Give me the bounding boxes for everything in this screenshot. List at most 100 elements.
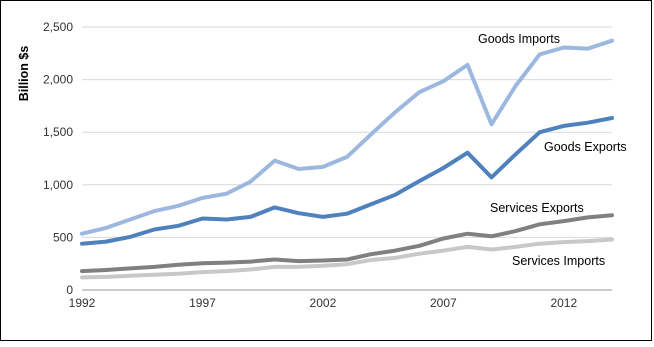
data-point [562, 46, 566, 50]
data-point [321, 165, 325, 169]
series-label: Services Imports [512, 254, 605, 268]
data-point [80, 269, 84, 273]
data-point [465, 232, 469, 236]
data-point [152, 209, 156, 213]
data-point [538, 130, 542, 134]
data-point [610, 116, 614, 120]
data-point [417, 252, 421, 256]
data-point [200, 216, 204, 220]
line-chart: 0 500 1,000 1,500 2,000 2,500 1992 1997 2002 200… [17, 20, 627, 310]
series-line-services-exports [80, 213, 614, 274]
data-point [321, 259, 325, 263]
data-point [514, 245, 518, 249]
data-point [465, 245, 469, 249]
data-point [152, 265, 156, 269]
series-line-services-imports [80, 237, 614, 280]
data-point [225, 192, 229, 196]
data-point [586, 121, 590, 125]
series-labels: Goods Imports Goods Exports Services Expor… [478, 32, 627, 268]
data-point [273, 257, 277, 261]
x-tick-label: 2012 [550, 296, 577, 310]
data-point [562, 124, 566, 128]
data-point [321, 215, 325, 219]
data-point [562, 219, 566, 223]
data-point [441, 236, 445, 240]
y-tick-label: 2,000 [43, 73, 73, 87]
data-point [128, 274, 132, 278]
data-point [490, 247, 494, 251]
gridlines [82, 26, 612, 238]
y-axis-title: Billion $s [17, 46, 31, 102]
data-point [538, 242, 542, 246]
x-axis-ticks: 1992 1997 2002 2007 2012 [69, 296, 578, 310]
data-point [297, 167, 301, 171]
data-point [80, 275, 84, 279]
data-point [610, 238, 614, 242]
data-point [538, 52, 542, 56]
data-point [345, 212, 349, 216]
data-point [610, 39, 614, 43]
data-point [128, 235, 132, 239]
data-point [345, 257, 349, 261]
data-point [152, 273, 156, 277]
data-point [104, 268, 108, 272]
data-point [321, 264, 325, 268]
data-point [273, 265, 277, 269]
data-point [562, 240, 566, 244]
data-point [538, 222, 542, 226]
series-label: Goods Exports [544, 140, 627, 154]
y-tick-label: 1,500 [43, 125, 73, 139]
data-point [345, 155, 349, 159]
data-point [514, 152, 518, 156]
data-point [104, 240, 108, 244]
data-point [176, 272, 180, 276]
data-point [393, 256, 397, 260]
series-lines [80, 38, 614, 280]
data-point [393, 249, 397, 253]
data-point [393, 193, 397, 197]
y-tick-label: 0 [66, 283, 73, 297]
data-point [200, 261, 204, 265]
data-point [417, 244, 421, 248]
data-point [465, 63, 469, 67]
data-point [490, 175, 494, 179]
x-tick-label: 2007 [430, 296, 457, 310]
series-line-goods-imports [80, 38, 614, 236]
y-tick-label: 1,000 [43, 178, 73, 192]
data-point [345, 262, 349, 266]
x-tick-label: 1992 [69, 296, 96, 310]
data-point [490, 234, 494, 238]
y-tick-label: 500 [53, 230, 73, 244]
series-line-goods-exports [80, 116, 614, 246]
data-point [249, 260, 253, 264]
data-point [393, 110, 397, 114]
data-point [80, 242, 84, 246]
data-point [417, 179, 421, 183]
data-point [610, 213, 614, 217]
data-point [417, 90, 421, 94]
data-point [586, 239, 590, 243]
data-point [225, 269, 229, 273]
data-point [152, 228, 156, 232]
data-point [441, 249, 445, 253]
data-point [104, 275, 108, 279]
chart-frame: 0 500 1,000 1,500 2,000 2,500 1992 1997 2002 200… [0, 0, 652, 341]
data-point [249, 215, 253, 219]
data-point [249, 180, 253, 184]
data-point [200, 270, 204, 274]
data-point [128, 266, 132, 270]
data-point [176, 224, 180, 228]
data-point [369, 252, 373, 256]
x-tick-label: 1997 [189, 296, 216, 310]
data-point [200, 196, 204, 200]
x-tick-label: 2002 [310, 296, 337, 310]
data-point [297, 211, 301, 215]
data-point [369, 132, 373, 136]
data-point [297, 259, 301, 263]
data-point [128, 218, 132, 222]
data-point [225, 218, 229, 222]
data-point [176, 204, 180, 208]
data-point [104, 226, 108, 230]
data-point [514, 229, 518, 233]
data-point [80, 232, 84, 236]
